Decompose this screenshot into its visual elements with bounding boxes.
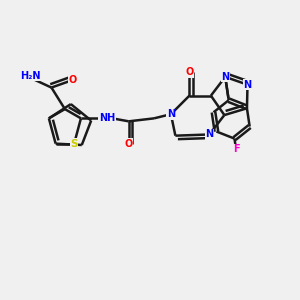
Text: N: N [167,109,175,119]
Text: N: N [221,72,229,82]
Text: O: O [185,68,194,77]
Text: H₂N: H₂N [20,70,41,81]
Text: F: F [233,144,239,154]
Text: N: N [243,80,252,90]
Text: O: O [68,75,76,85]
Text: O: O [124,139,133,149]
Text: S: S [70,139,78,148]
Text: N: N [206,130,214,140]
Text: NH: NH [99,113,115,123]
